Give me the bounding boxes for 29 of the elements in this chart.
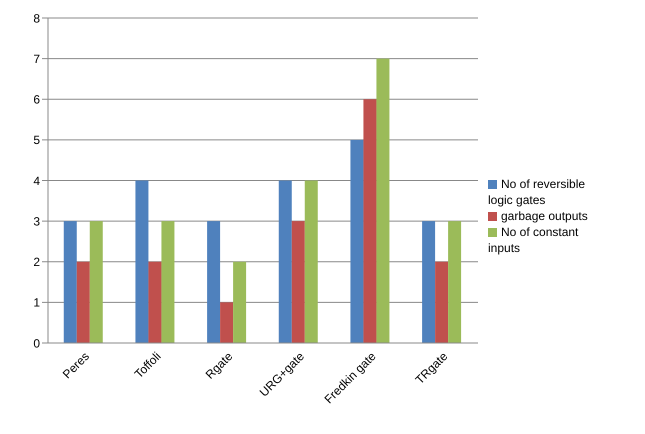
bar xyxy=(350,140,364,343)
bar xyxy=(422,221,436,343)
bar xyxy=(148,262,162,343)
bar xyxy=(435,262,448,343)
bar xyxy=(76,262,90,343)
bar xyxy=(135,180,148,343)
y-tick-label: 5 xyxy=(33,133,40,148)
bar xyxy=(448,221,462,343)
y-tick-label: 7 xyxy=(33,52,40,66)
bar xyxy=(233,262,246,343)
legend-label: No of constant inputs xyxy=(488,224,578,254)
y-tick-label: 4 xyxy=(33,174,40,188)
bar xyxy=(376,58,390,343)
bar xyxy=(90,221,103,343)
y-tick-label: 1 xyxy=(33,296,40,310)
legend-label: garbage outputs xyxy=(501,208,588,222)
bar xyxy=(278,180,292,343)
y-tick-label: 8 xyxy=(33,11,40,26)
bar xyxy=(207,221,220,343)
y-tick-label: 6 xyxy=(33,92,40,107)
y-tick-label: 2 xyxy=(33,255,40,270)
y-tick-label: 3 xyxy=(33,214,40,228)
bar xyxy=(64,221,77,343)
bar xyxy=(304,180,318,343)
bar xyxy=(161,221,174,343)
bar xyxy=(363,99,376,343)
y-tick-label: 0 xyxy=(33,336,40,350)
bar xyxy=(292,221,305,343)
bar xyxy=(220,302,234,343)
